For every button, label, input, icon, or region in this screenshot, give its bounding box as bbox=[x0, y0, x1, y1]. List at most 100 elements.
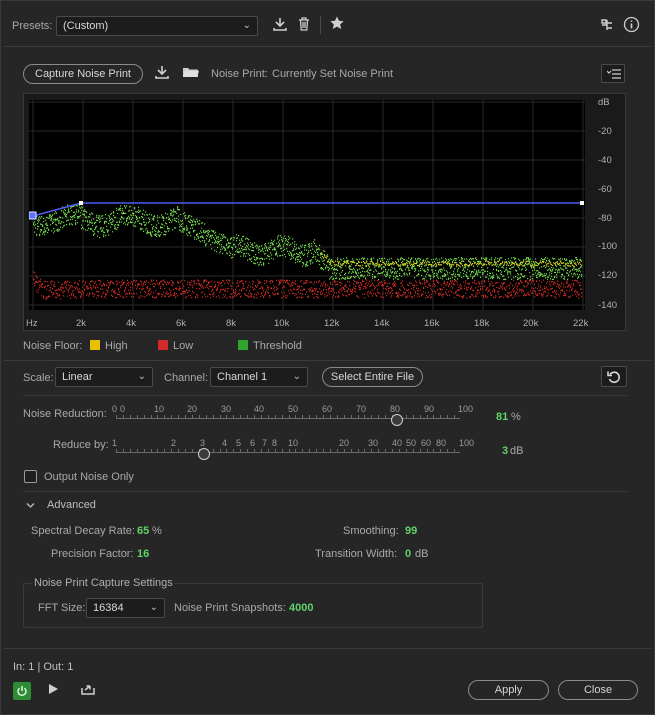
slider-tick bbox=[164, 415, 166, 419]
slider-tick bbox=[316, 449, 318, 453]
output-noise-only-label: Output Noise Only bbox=[44, 471, 134, 483]
reduce-by-track[interactable] bbox=[116, 452, 460, 455]
star-icon[interactable] bbox=[327, 15, 347, 34]
select-entire-file-button[interactable]: Select Entire File bbox=[322, 367, 423, 387]
slider-tick bbox=[350, 449, 352, 453]
slider-tick bbox=[302, 449, 304, 453]
y-unit-label: dB bbox=[598, 97, 610, 108]
slider-tick bbox=[302, 415, 304, 419]
slider-tick bbox=[405, 449, 407, 453]
y-tick: -100 bbox=[598, 241, 618, 252]
slider-tick bbox=[426, 415, 428, 419]
loop-export-icon[interactable] bbox=[78, 682, 98, 699]
slider-tick bbox=[398, 449, 400, 453]
spectral-decay-value[interactable]: 65 bbox=[137, 525, 150, 537]
slider-tick bbox=[157, 415, 159, 419]
folder-open-icon[interactable] bbox=[181, 64, 201, 83]
noise-floor-threshold bbox=[33, 204, 583, 281]
fft-size-dropdown[interactable]: 16384 ⌄ bbox=[86, 598, 165, 618]
threshold-handle[interactable] bbox=[580, 201, 584, 205]
slider-tick bbox=[150, 415, 152, 419]
reset-button[interactable] bbox=[601, 366, 627, 387]
slider-tick bbox=[267, 449, 269, 453]
noise-reduction-track[interactable] bbox=[116, 418, 460, 421]
x-tick: Hz bbox=[26, 318, 38, 329]
slider-tick bbox=[329, 415, 331, 419]
transition-width-value[interactable]: 0 bbox=[405, 548, 412, 560]
channel-dropdown[interactable]: Channel 1 ⌄ bbox=[210, 367, 308, 387]
slider-tick bbox=[419, 415, 421, 419]
slider-tick bbox=[116, 415, 117, 419]
divider bbox=[23, 395, 627, 396]
smoothing-value[interactable]: 99 bbox=[405, 525, 418, 537]
threshold-handle[interactable] bbox=[29, 211, 37, 220]
x-tick: 6k bbox=[176, 318, 187, 329]
power-icon bbox=[17, 686, 27, 697]
output-noise-only-checkbox[interactable] bbox=[24, 470, 37, 483]
slider-tick-label: 60 bbox=[322, 404, 333, 414]
legend-title: Noise Floor: bbox=[23, 340, 83, 352]
play-icon[interactable] bbox=[44, 683, 62, 698]
slider-tick bbox=[247, 449, 249, 453]
scale-dropdown[interactable]: Linear ⌄ bbox=[55, 367, 153, 387]
slider-tick bbox=[419, 449, 421, 453]
slider-tick bbox=[336, 415, 338, 419]
close-button[interactable]: Close bbox=[558, 680, 638, 700]
slider-tick bbox=[371, 449, 373, 453]
divider bbox=[4, 46, 651, 47]
trash-icon[interactable] bbox=[294, 16, 314, 35]
slider-tick-label: 7 bbox=[262, 438, 268, 448]
signal-routing-icon[interactable] bbox=[598, 17, 616, 36]
slider-tick bbox=[136, 415, 138, 419]
capture-noise-print-button[interactable]: Capture Noise Print bbox=[23, 64, 143, 84]
presets-value: (Custom) bbox=[63, 20, 109, 32]
slider-tick-label: 2 bbox=[171, 438, 177, 448]
x-tick: 16k bbox=[424, 318, 440, 329]
slider-tick-label: 20 bbox=[339, 438, 350, 448]
noise-print-status-label: Noise Print: bbox=[211, 68, 268, 80]
reduce-by-value[interactable]: 3 bbox=[502, 445, 509, 457]
slider-tick bbox=[309, 449, 311, 453]
x-tick: 12k bbox=[324, 318, 340, 329]
noise-reduction-thumb[interactable] bbox=[390, 414, 403, 426]
x-tick: 22k bbox=[573, 318, 589, 329]
advanced-label: Advanced bbox=[47, 499, 96, 511]
slider-tick bbox=[254, 449, 255, 453]
y-tick: -40 bbox=[598, 155, 612, 166]
slider-tick-label: 10 bbox=[288, 438, 299, 448]
slider-tick-label: 4 bbox=[222, 438, 228, 448]
advanced-toggle[interactable]: Advanced bbox=[24, 499, 114, 513]
slider-tick bbox=[226, 415, 228, 419]
noise-graph[interactable] bbox=[29, 100, 585, 310]
slider-tick bbox=[412, 415, 414, 419]
power-toggle-button[interactable] bbox=[13, 682, 31, 700]
smoothing-label: Smoothing: bbox=[343, 525, 399, 537]
info-icon[interactable] bbox=[621, 16, 641, 36]
snapshots-value[interactable]: 4000 bbox=[289, 602, 314, 614]
spectral-decay-label: Spectral Decay Rate: bbox=[31, 525, 135, 537]
panel-menu-button[interactable] bbox=[601, 64, 625, 83]
noise-reduction-value[interactable]: 81 bbox=[496, 411, 509, 423]
apply-button[interactable]: Apply bbox=[468, 680, 549, 700]
slider-tick bbox=[336, 449, 338, 453]
slider-tick bbox=[233, 415, 235, 419]
y-tick: -120 bbox=[598, 270, 618, 281]
save-noise-print-icon[interactable] bbox=[152, 64, 172, 83]
slider-tick-label: 80 bbox=[390, 404, 401, 414]
reduce-by-thumb[interactable] bbox=[198, 448, 210, 460]
slider-tick-label: 40 bbox=[392, 438, 403, 448]
precision-factor-value[interactable]: 16 bbox=[137, 548, 150, 560]
chevron-down-icon: ⌄ bbox=[242, 20, 251, 31]
slider-tick bbox=[274, 449, 276, 453]
download-preset-icon[interactable] bbox=[270, 16, 290, 35]
slider-tick bbox=[385, 449, 387, 453]
y-tick: -140 bbox=[598, 300, 618, 311]
divider bbox=[4, 360, 651, 361]
menu-icon bbox=[607, 69, 621, 79]
slider-tick-label: 50 bbox=[288, 404, 299, 414]
x-tick: 4k bbox=[126, 318, 137, 329]
threshold-handle[interactable] bbox=[79, 201, 83, 205]
io-status: In: 1 | Out: 1 bbox=[13, 661, 74, 673]
presets-dropdown[interactable]: (Custom) ⌄ bbox=[56, 16, 258, 36]
slider-tick bbox=[122, 415, 124, 419]
